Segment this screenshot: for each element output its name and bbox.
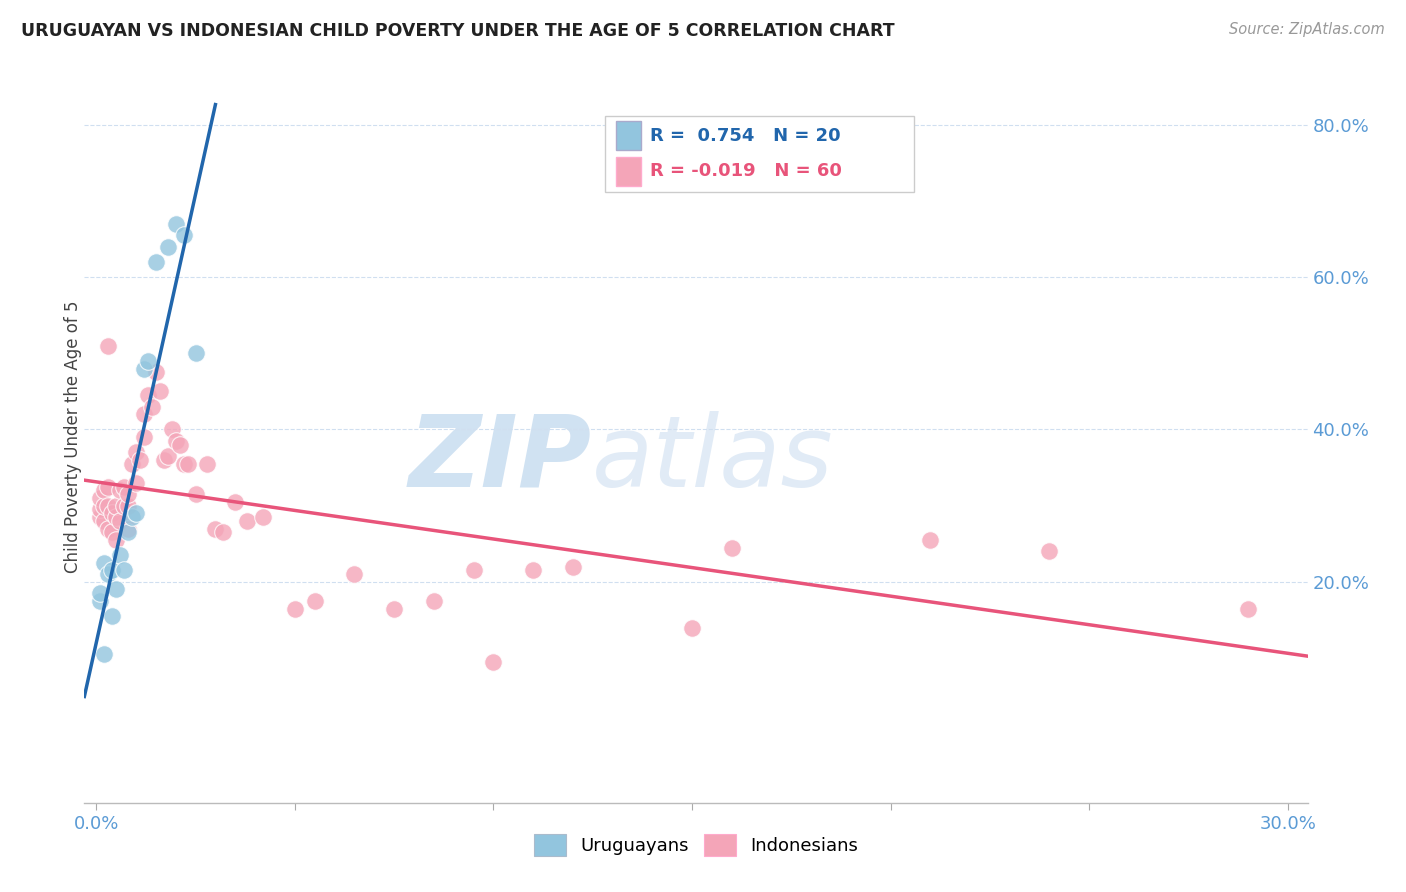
Text: ZIP: ZIP [409, 410, 592, 508]
Point [125, 475, 148, 490]
Point [252, 510, 274, 524]
Point [101, 563, 124, 577]
Point [132, 430, 155, 444]
Point [93, 499, 115, 513]
Point [165, 434, 187, 448]
Text: R =  0.754   N = 20: R = 0.754 N = 20 [650, 127, 841, 145]
Point [173, 457, 195, 471]
Point [160, 422, 183, 436]
Point [108, 483, 131, 498]
Point [156, 239, 179, 253]
Point [173, 228, 195, 243]
Point [304, 594, 326, 608]
Point [93, 514, 115, 528]
Point [920, 533, 942, 547]
Point [93, 483, 115, 498]
Point [145, 255, 167, 269]
Point [197, 457, 219, 471]
Point [117, 499, 139, 513]
Point [129, 453, 152, 467]
Point [136, 388, 159, 402]
Y-axis label: Child Poverty Under the Age of 5: Child Poverty Under the Age of 5 [65, 301, 82, 574]
Point [97, 499, 120, 513]
Point [105, 499, 128, 513]
Point [169, 438, 191, 452]
Point [105, 582, 128, 597]
Point [117, 487, 139, 501]
Point [108, 514, 131, 528]
Point [522, 563, 544, 577]
Text: atlas: atlas [592, 410, 834, 508]
Point [117, 521, 139, 535]
Point [1038, 544, 1060, 558]
Point [382, 601, 405, 615]
Point [108, 548, 131, 562]
Point [125, 506, 148, 520]
Point [152, 453, 174, 467]
Point [463, 563, 485, 577]
Point [97, 521, 120, 535]
Point [121, 457, 143, 471]
Point [101, 506, 124, 520]
Point [184, 487, 207, 501]
Point [423, 594, 446, 608]
Point [145, 365, 167, 379]
Point [284, 601, 307, 615]
Point [681, 621, 703, 635]
Point [112, 480, 135, 494]
Point [132, 361, 155, 376]
Point [236, 514, 259, 528]
Point [101, 525, 124, 540]
Text: R = -0.019   N = 60: R = -0.019 N = 60 [650, 162, 841, 180]
Point [184, 346, 207, 360]
Point [141, 400, 163, 414]
Point [720, 541, 742, 555]
Point [93, 647, 115, 661]
Legend: Uruguayans, Indonesians: Uruguayans, Indonesians [526, 827, 866, 863]
Point [89, 491, 111, 505]
Point [212, 525, 235, 540]
Point [89, 502, 111, 516]
Point [165, 217, 187, 231]
Point [101, 609, 124, 624]
Point [89, 586, 111, 600]
Point [89, 510, 111, 524]
Point [224, 495, 246, 509]
Point [176, 457, 198, 471]
Point [105, 510, 128, 524]
Point [482, 655, 505, 669]
Point [121, 510, 143, 524]
Point [156, 449, 179, 463]
Point [89, 594, 111, 608]
Point [97, 567, 120, 582]
Point [561, 559, 583, 574]
Point [149, 384, 172, 399]
Point [136, 354, 159, 368]
Point [132, 407, 155, 421]
Text: Source: ZipAtlas.com: Source: ZipAtlas.com [1229, 22, 1385, 37]
Point [1237, 601, 1260, 615]
Point [105, 533, 128, 547]
Point [204, 521, 226, 535]
Text: URUGUAYAN VS INDONESIAN CHILD POVERTY UNDER THE AGE OF 5 CORRELATION CHART: URUGUAYAN VS INDONESIAN CHILD POVERTY UN… [21, 22, 894, 40]
Point [343, 567, 366, 582]
Point [97, 338, 120, 352]
Point [97, 480, 120, 494]
Point [125, 445, 148, 459]
Point [117, 525, 139, 540]
Point [112, 499, 135, 513]
Point [112, 563, 135, 577]
Point [93, 556, 115, 570]
